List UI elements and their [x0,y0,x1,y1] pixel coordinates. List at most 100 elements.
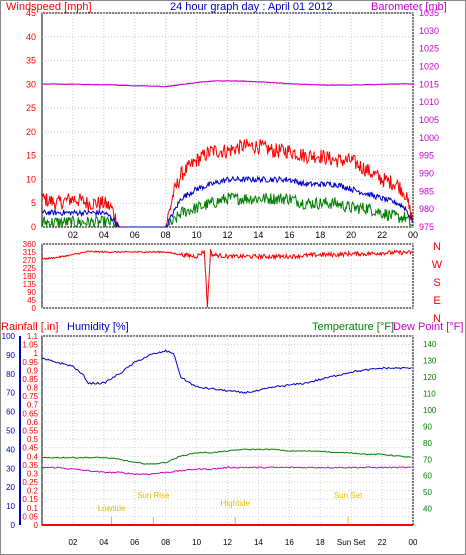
barometer-tick-label: 985 [419,186,434,196]
x-tick-label: 18 [315,230,325,240]
rainfall-tick-label: 1.1 [27,332,39,341]
x-tick-label: 12 [223,538,232,547]
humidity-tick-label: 70 [6,389,15,398]
humidity-tick-label: 30 [6,464,15,473]
direction-tick-label: 135 [23,280,37,289]
humidity-tick-label: 0 [11,521,16,530]
temperature-tick-label: 120 [423,373,437,382]
humidity-tick-label: 80 [6,370,15,379]
direction-tick-label: 315 [23,248,37,257]
rainfall-tick-label: 0.3 [27,469,39,478]
temperature-tick-label: 100 [423,406,437,415]
barometer-tick-label: 1035 [419,8,439,18]
rainfall-tick-label: 0.45 [22,444,38,453]
direction-tick-label: 45 [27,296,36,305]
x-tick-label: 10 [192,538,201,547]
direction-tick-label: 360 [23,240,37,249]
rainfall-axis-label: Rainfall [.in] [1,321,58,333]
direction-tick-label: 0 [32,304,37,313]
temperature-tick-label: 140 [423,340,437,349]
humidity-tick-label: 90 [6,351,15,360]
windspeed-axis-label: Windspeed [mph] [6,1,92,13]
plot-frame [41,12,414,228]
rainfall-tick-label: 0.65 [22,409,38,418]
rainfall-tick-label: 0.55 [22,427,38,436]
rainfall-tick-label: 0.35 [22,461,38,470]
windspeed-tick-label: 40 [26,32,36,42]
humidity-tick-label: 10 [6,502,15,511]
temperature-tick-label: 40 [423,505,432,514]
temperature-tick-label: 110 [423,390,436,399]
windspeed-tick-label: 25 [26,103,36,113]
rainfall-tick-label: 0.95 [22,358,38,367]
event-annotation: Sun Rise [137,491,170,500]
wind-gust-line [41,138,413,228]
x-tick-label: 18 [316,538,325,547]
x-tick-label: 22 [377,230,387,240]
barometer-tick-label: 995 [419,151,434,161]
x-tick-label: 12 [222,230,232,240]
compass-label: S [433,277,440,289]
x-tick-label: 02 [68,230,78,240]
rainfall-tick-label: 1 [34,349,39,358]
rainfall-tick-label: 0.85 [22,375,38,384]
rainfall-tick-label: 0.05 [22,512,38,521]
windspeed-tick-label: 45 [26,8,36,18]
rainfall-tick-label: 0.15 [22,495,38,504]
direction-tick-label: 90 [27,288,36,297]
wind-direction-line [41,248,413,308]
rainfall-tick-label: 0.8 [27,384,39,393]
barometer-tick-label: 980 [419,204,434,214]
rainfall-tick-label: 0.1 [27,504,39,513]
barometer-tick-label: 1020 [419,62,439,72]
rainfall-tick-label: 0.5 [27,435,39,444]
rainfall-tick-label: 0.75 [22,392,38,401]
windspeed-tick-label: 10 [26,174,36,184]
barometer-tick-label: 1015 [419,79,439,89]
x-tick-label: 20 [346,230,356,240]
x-tick-label: 10 [192,230,202,240]
x-tick-label: 06 [130,230,140,240]
humidity-tick-label: 40 [6,445,15,454]
x-tick-label: 08 [161,538,170,547]
dewpoint-line [41,466,412,476]
temperature-tick-label: 60 [423,472,432,481]
x-tick-label: 00 [409,538,418,547]
x-tick-label: 14 [254,538,263,547]
humidity-tick-label: 20 [6,483,15,492]
direction-tick-label: 180 [23,272,37,281]
x-tick-label: 00 [408,230,418,240]
graph-title: 24 hour graph day : April 01 2012 [170,1,333,13]
humidity-axis-label: Humidity [%] [67,321,129,333]
x-tick-label: 08 [161,230,171,240]
windspeed-tick-label: 5 [31,198,36,208]
barometer-tick-label: 990 [419,169,434,179]
rainfall-tick-label: 0 [34,521,39,530]
x-tick-label: 22 [378,538,387,547]
compass-label: N [433,241,441,253]
x-tick-label: 16 [285,538,294,547]
x-tick-label: 06 [130,538,139,547]
event-annotation: Lowtide [98,504,126,513]
x-tick-label: 14 [253,230,263,240]
barometer-tick-label: 1005 [419,115,439,125]
x-tick-label: 04 [99,538,108,547]
humidity-line [41,349,412,394]
rainfall-tick-label: 0.6 [27,418,39,427]
direction-tick-label: 270 [23,256,37,265]
temperature-tick-label: 130 [423,357,437,366]
event-annotation: Hightide [221,499,251,508]
wind-average-line [41,175,413,228]
temperature-line [41,448,412,465]
barometer-tick-label: 1030 [419,26,439,36]
dewpoint-axis-label: Dew Point [°F] [393,321,463,333]
temperature-axis-label: Temperature [°F] [312,321,394,333]
x-tick-label: Sun Set [337,538,366,547]
x-tick-label: 16 [284,230,294,240]
temperature-tick-label: 90 [423,422,432,431]
rainfall-tick-label: 0.9 [27,366,39,375]
barometer-tick-label: 1010 [419,97,439,107]
direction-tick-label: 225 [23,264,37,273]
